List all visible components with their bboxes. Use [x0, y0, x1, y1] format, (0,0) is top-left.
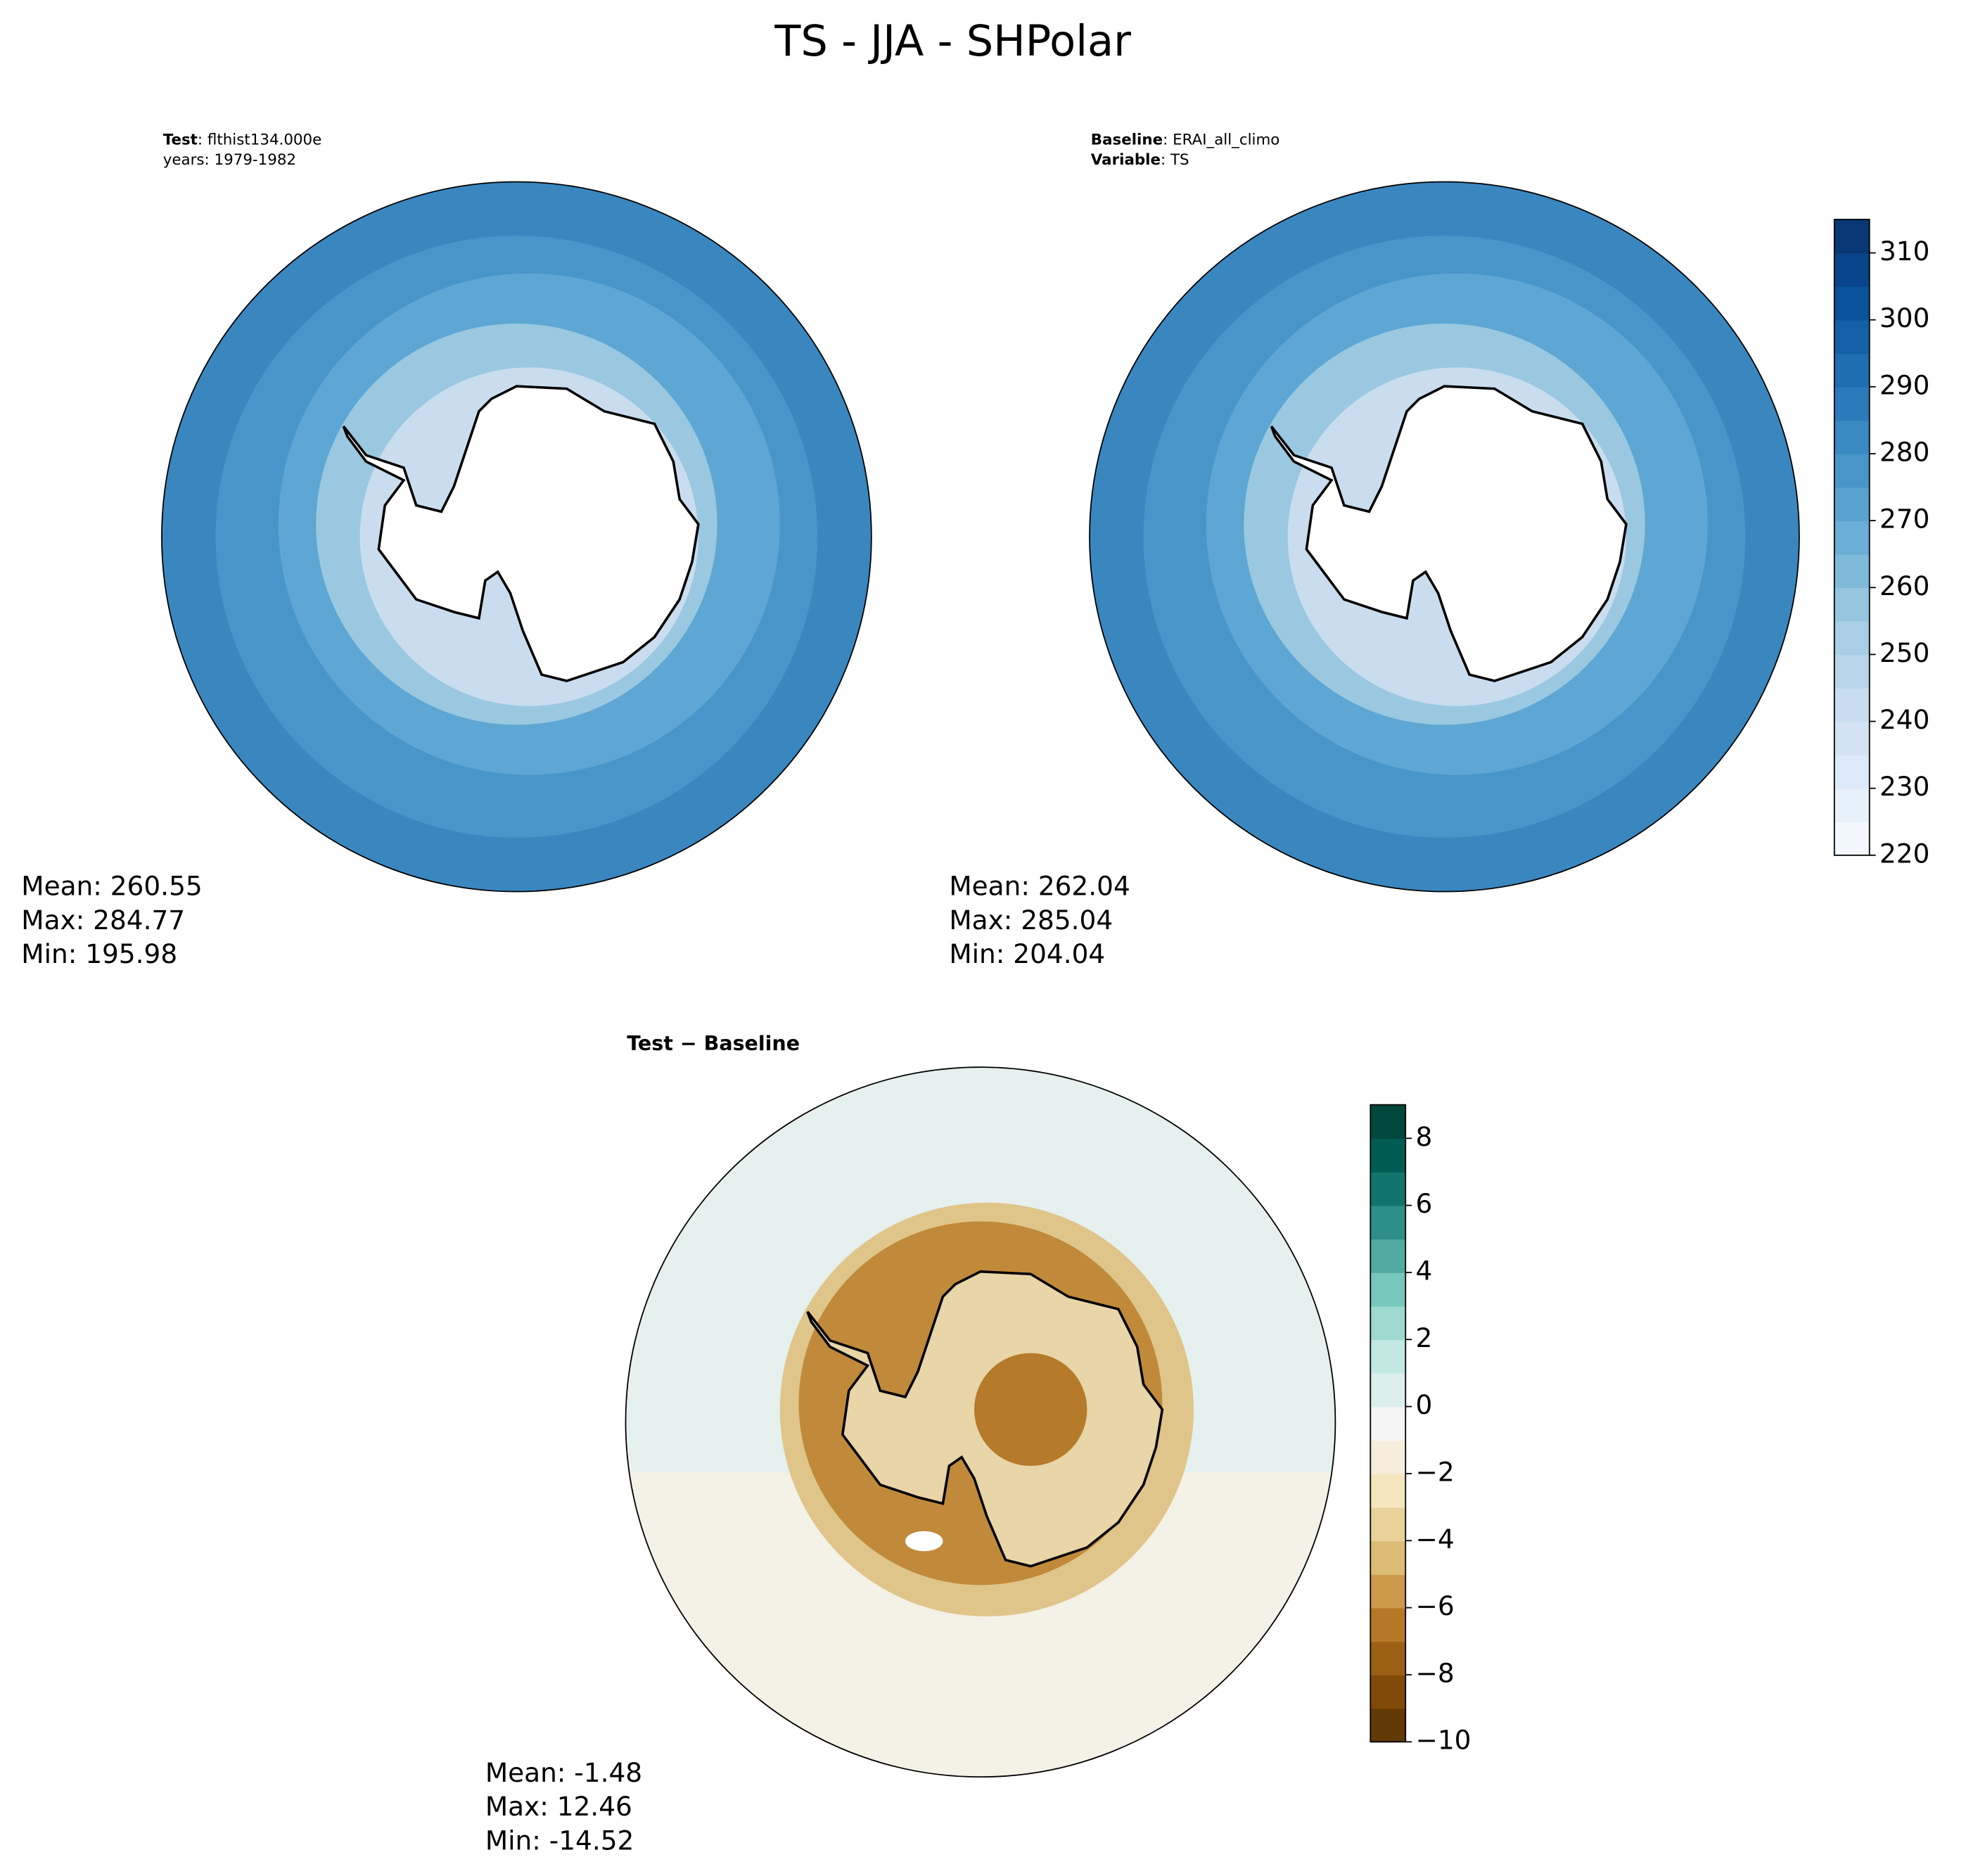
stat-line: Min: -14.52 [485, 1825, 634, 1856]
colorbar-frame [1370, 1104, 1407, 1743]
colorbar-tick-label: 6 [1415, 1188, 1432, 1219]
colorbar-band [1370, 1406, 1406, 1441]
colorbar-band [1834, 319, 1870, 355]
colorbar-tick-label: −2 [1415, 1456, 1454, 1487]
panel-header: Test: flthist134.000e [163, 132, 322, 149]
map-baseline [1090, 181, 1799, 892]
colorbar-band [1834, 554, 1870, 589]
colorbar-band [1370, 1641, 1406, 1676]
colorbar-tick-label: 0 [1415, 1389, 1432, 1420]
colorbar-band [1370, 1306, 1406, 1341]
colorbar-band [1834, 386, 1870, 421]
colorbar-band [1834, 822, 1870, 856]
colorbar-band [1834, 687, 1870, 722]
colorbar-band [1370, 1574, 1406, 1609]
panel-header: Variable: TS [1091, 151, 1189, 169]
stat-line: Mean: -1.48 [485, 1757, 642, 1788]
colorbar-band [1370, 1372, 1406, 1408]
colorbar-tick-label: 220 [1879, 838, 1929, 869]
colorbar-tick-label: 8 [1415, 1121, 1432, 1152]
colorbar-band [1370, 1171, 1406, 1206]
colorbar-band [1834, 620, 1870, 656]
colorbar-tick-label: 230 [1879, 771, 1929, 802]
colorbar-tick-label: −10 [1415, 1725, 1471, 1756]
map-border [1089, 181, 1800, 893]
colorbar-tick-label: 260 [1879, 570, 1929, 601]
colorbar-band [1834, 654, 1870, 689]
colorbar-band [1834, 788, 1870, 823]
colorbar-tick-label: −6 [1415, 1590, 1454, 1621]
colorbar-tick-label: 2 [1415, 1322, 1432, 1353]
colorbar-band [1370, 1272, 1406, 1307]
panel-header: years: 1979-1982 [163, 151, 296, 169]
stat-line: Max: 12.46 [485, 1791, 632, 1822]
colorbar-band [1370, 1540, 1406, 1575]
header-label: Test − Baseline [627, 1032, 800, 1055]
colorbar-band [1370, 1339, 1406, 1374]
header-label: Variable [1091, 151, 1161, 169]
colorbar-band [1370, 1239, 1406, 1273]
colorbar-band [1370, 1708, 1406, 1743]
panel-header: Test − Baseline [627, 1032, 800, 1055]
colorbar-tick-label: 310 [1879, 236, 1929, 267]
panel-header: Baseline: ERAI_all_climo [1091, 132, 1280, 149]
colorbar-band [1834, 453, 1870, 488]
colorbar-band [1370, 1138, 1406, 1173]
colorbar-tick-label: 250 [1879, 637, 1929, 668]
colorbar-frame [1833, 219, 1870, 856]
header-text: : TS [1161, 151, 1189, 169]
map-border [161, 181, 872, 893]
colorbar-band [1834, 587, 1870, 622]
colorbar-tick-label: 4 [1415, 1255, 1432, 1286]
colorbar-band [1370, 1440, 1406, 1474]
header-text: years: 1979-1982 [163, 151, 296, 169]
colorbar-band [1370, 1104, 1406, 1140]
colorbar-band [1370, 1674, 1406, 1709]
map-diff [625, 1067, 1336, 1778]
header-label: Baseline [1091, 132, 1163, 149]
map-test [161, 181, 872, 892]
stat-line: Max: 284.77 [21, 905, 185, 936]
colorbar-band [1834, 286, 1870, 321]
colorbar-tick-label: 240 [1879, 704, 1929, 735]
colorbar-band [1834, 219, 1870, 254]
colorbar-band [1370, 1205, 1406, 1240]
stat-line: Mean: 260.55 [21, 871, 202, 902]
colorbar-band [1370, 1607, 1406, 1642]
colorbar-tick-label: 290 [1879, 369, 1929, 400]
map-border [625, 1066, 1336, 1778]
stat-line: Max: 285.04 [949, 905, 1113, 936]
colorbar-band [1834, 353, 1870, 388]
colorbar-tick-label: −4 [1415, 1524, 1454, 1555]
stat-line: Min: 204.04 [949, 938, 1105, 969]
colorbar-tick-label: 270 [1879, 504, 1929, 535]
colorbar-tick-label: 300 [1879, 302, 1929, 333]
stat-line: Mean: 262.04 [949, 871, 1130, 902]
colorbar-band [1834, 420, 1870, 454]
header-text: : flthist134.000e [198, 132, 321, 149]
colorbar-band [1834, 721, 1870, 756]
colorbar-band [1370, 1473, 1406, 1508]
colorbar-band [1834, 521, 1870, 555]
colorbar-tick-label: 280 [1879, 436, 1929, 467]
header-label: Test [163, 132, 198, 149]
stat-line: Min: 195.98 [21, 938, 177, 969]
figure-title: TS - JJA - SHPolar [774, 17, 1131, 66]
colorbar-tick-label: −8 [1415, 1657, 1454, 1688]
colorbar-band [1834, 487, 1870, 522]
colorbar-band [1370, 1507, 1406, 1542]
colorbar-band [1834, 755, 1870, 789]
colorbar-band [1834, 253, 1870, 288]
header-text: : ERAI_all_climo [1163, 132, 1279, 149]
